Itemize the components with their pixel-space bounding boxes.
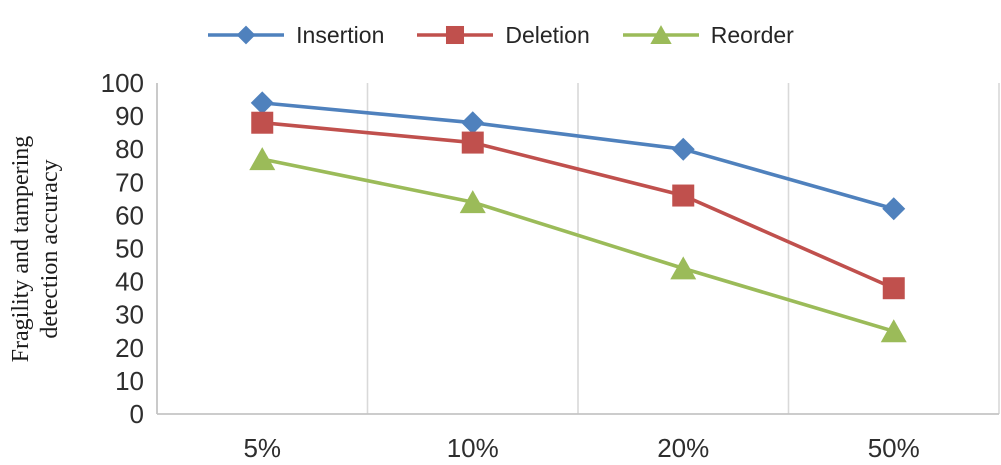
marker-triangle — [650, 25, 672, 45]
series-line-deletion — [260, 120, 896, 291]
chart-legend: Insertion Deletion Reorder — [0, 22, 1001, 48]
legend-label-deletion: Deletion — [505, 22, 590, 48]
legend-label-reorder: Reorder — [710, 22, 794, 48]
legend-item-reorder: Reorder — [622, 22, 794, 48]
y-tick-label-70: 70 — [115, 167, 144, 197]
triangle-legend-sample-icon — [622, 25, 699, 45]
marker-diamond — [461, 111, 485, 135]
x-tick-label-10%: 10% — [447, 433, 499, 463]
y-tick-label-10: 10 — [115, 366, 144, 396]
marker-square — [251, 111, 274, 134]
marker-diamond — [882, 197, 906, 221]
y-tick-label-80: 80 — [115, 134, 144, 164]
y-tick-label-60: 60 — [115, 200, 144, 230]
x-tick-label-50%: 50% — [868, 433, 920, 463]
marker-triangle — [249, 147, 276, 171]
y-tick-label-50: 50 — [115, 234, 144, 264]
legend-item-insertion: Insertion — [207, 22, 384, 48]
marker-diamond — [250, 91, 274, 115]
y-tick-label-30: 30 — [115, 300, 144, 330]
y-tick-label-90: 90 — [115, 101, 144, 131]
marker-diamond — [236, 25, 256, 45]
y-tick-label-20: 20 — [115, 333, 144, 363]
diamond-legend-sample-icon — [208, 25, 285, 45]
marker-diamond — [671, 137, 695, 161]
y-tick-label-100: 100 — [101, 68, 144, 98]
marker-square — [461, 131, 484, 154]
marker-triangle — [459, 190, 486, 214]
marker-square — [446, 25, 465, 45]
square-legend-sample-icon — [417, 25, 494, 45]
legend-label-insertion: Insertion — [296, 22, 385, 48]
marker-square — [672, 184, 695, 207]
y-tick-label-0: 0 — [130, 399, 144, 429]
y-tick-label-40: 40 — [115, 267, 144, 297]
marker-triangle — [880, 319, 907, 343]
legend-item-deletion: Deletion — [416, 22, 590, 48]
series-line-insertion — [260, 101, 896, 211]
x-tick-label-5%: 5% — [243, 433, 281, 463]
x-tick-label-20%: 20% — [657, 433, 709, 463]
marker-triangle — [670, 256, 697, 280]
series-line-reorder — [260, 157, 896, 334]
marker-square — [882, 277, 905, 300]
